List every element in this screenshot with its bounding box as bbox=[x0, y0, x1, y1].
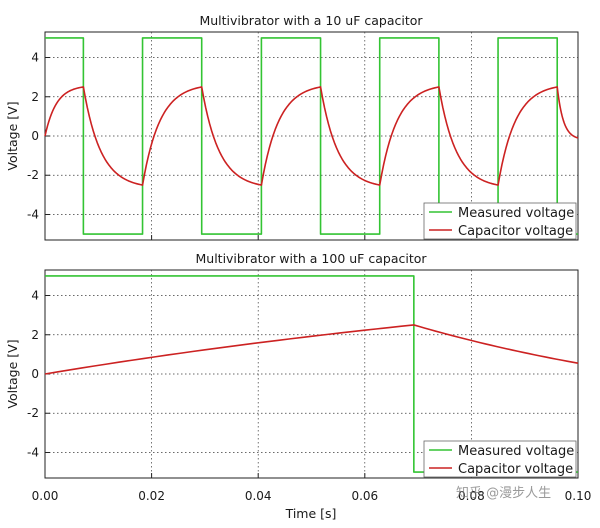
chart-top-y-tick-label-3: 2 bbox=[31, 90, 39, 104]
chart-top: Multivibrator with a 10 uF capacitor -4-… bbox=[5, 13, 579, 241]
chart-bottom-x-tick-label-3: 0.06 bbox=[351, 489, 378, 503]
chart-bottom-x-tick-label-1: 0.02 bbox=[138, 489, 165, 503]
chart-bottom-legend-capacitor-label: Capacitor voltage bbox=[458, 462, 573, 477]
chart-top-y-tick-label-1: -2 bbox=[27, 168, 39, 182]
chart-bottom-x-tick-label-4: 0.08 bbox=[458, 489, 485, 503]
chart-bottom-series-capacitor-voltage bbox=[44, 324, 579, 375]
chart-top-series bbox=[44, 37, 579, 235]
chart-bottom-title: Multivibrator with a 100 uF capacitor bbox=[195, 251, 427, 266]
chart-bottom-x-tick-label-5: 0.10 bbox=[565, 489, 592, 503]
chart-bottom-y-tick-label-0: -4 bbox=[27, 445, 39, 459]
chart-top-title: Multivibrator with a 10 uF capacitor bbox=[199, 13, 423, 28]
chart-bottom-x-tick-label-2: 0.04 bbox=[245, 489, 272, 503]
chart-bottom-y-tick-label-3: 2 bbox=[31, 328, 39, 342]
chart-top-y-ticks: -4 -2 0 2 4 bbox=[27, 51, 579, 240]
chart-bottom-legend: Measured voltage Capacitor voltage bbox=[423, 440, 577, 478]
chart-bottom-y-tick-label-2: 0 bbox=[31, 367, 39, 381]
chart-bottom-x-tick-label-0: 0.00 bbox=[32, 489, 59, 503]
chart-top-legend: Measured voltage Capacitor voltage bbox=[423, 202, 577, 240]
chart-top-series-measured-voltage bbox=[45, 37, 578, 235]
chart-bottom-legend-box bbox=[423, 440, 577, 478]
watermark-text: 知乎 @漫步人生 bbox=[456, 486, 552, 501]
chart-bottom-legend-measured-label: Measured voltage bbox=[458, 444, 574, 459]
chart-top-legend-box bbox=[423, 202, 577, 240]
chart-top-grid bbox=[45, 32, 578, 240]
chart-top-series-capacitor-voltage bbox=[44, 86, 579, 186]
chart-bottom-y-tick-label-4: 4 bbox=[31, 289, 39, 303]
chart-top-y-tick-label-0: -4 bbox=[27, 207, 39, 221]
chart-top-legend-capacitor-label: Capacitor voltage bbox=[458, 224, 573, 239]
chart-bottom-y-axis-label: Voltage [V] bbox=[5, 339, 20, 408]
chart-bottom: Multivibrator with a 100 uF capacitor -4… bbox=[5, 251, 591, 521]
chart-bottom-x-ticks: 0.00 0.02 0.04 0.06 0.08 0.10 bbox=[32, 473, 592, 503]
chart-top-y-tick-label-4: 4 bbox=[31, 51, 39, 65]
chart-bottom-y-tick-label-1: -2 bbox=[27, 406, 39, 420]
chart-bottom-x-axis-label: Time [s] bbox=[285, 506, 337, 521]
chart-top-y-axis-label: Voltage [V] bbox=[5, 101, 20, 170]
chart-top-legend-measured-label: Measured voltage bbox=[458, 206, 574, 221]
chart-top-y-tick-label-2: 0 bbox=[31, 129, 39, 143]
